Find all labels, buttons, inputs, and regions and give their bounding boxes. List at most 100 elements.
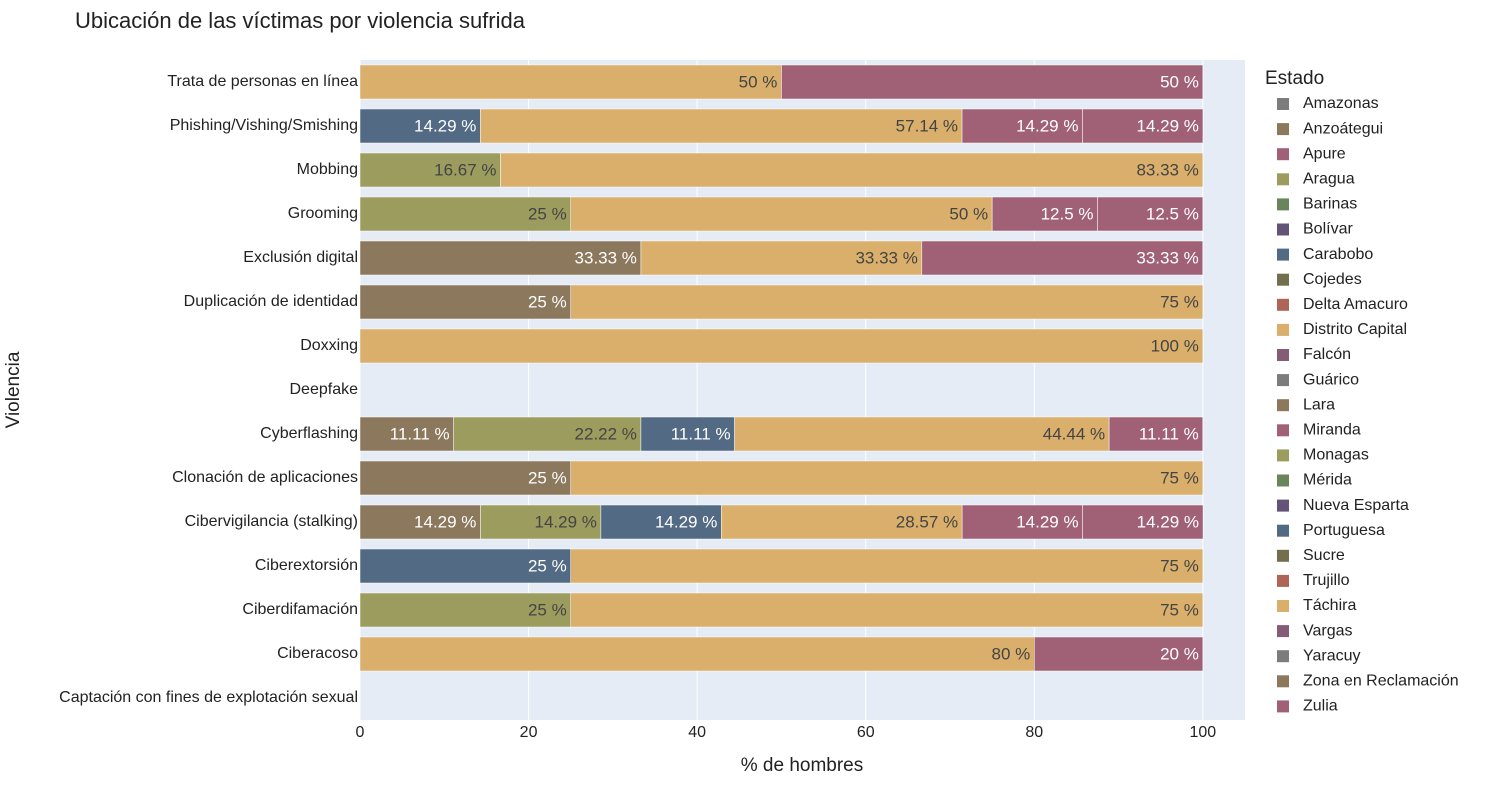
legend-swatch — [1277, 123, 1289, 136]
bar-segment — [570, 284, 1204, 320]
legend-label: Delta Amacuro — [1303, 296, 1408, 313]
legend-label: Zulia — [1303, 698, 1338, 715]
legend-label: Nueva Esparta — [1303, 497, 1409, 514]
legend-label: Monagas — [1303, 447, 1369, 464]
y-tick-label: Cibervigilancia (stalking) — [185, 513, 358, 530]
legend-swatch — [1277, 349, 1289, 361]
legend-label: Lara — [1303, 396, 1335, 413]
legend-label: Sucre — [1303, 547, 1345, 564]
bar-segment — [453, 416, 642, 452]
x-tick-label: 60 — [857, 724, 875, 741]
data-label: 44.44 % — [1043, 424, 1105, 443]
data-label: 50 % — [739, 72, 778, 91]
bar-segment — [570, 548, 1204, 584]
y-tick-label: Ciberdifamación — [242, 601, 358, 618]
bar-segment — [961, 504, 1083, 540]
data-label: 50 % — [1160, 72, 1199, 91]
legend-label: Táchira — [1303, 597, 1356, 614]
bar-segment — [359, 636, 1035, 672]
legend-swatch — [1277, 399, 1289, 412]
bar-segment — [359, 284, 571, 320]
legend-swatch — [1277, 675, 1289, 688]
bar-segment — [480, 108, 963, 144]
data-label: 28.57 % — [896, 512, 958, 531]
y-tick-label: Grooming — [288, 205, 358, 222]
x-tick-label: 100 — [1190, 724, 1217, 741]
y-tick-label: Deepfake — [290, 381, 359, 398]
legend-label: Barinas — [1303, 196, 1357, 213]
bar-segment — [640, 416, 735, 452]
bar-segment — [721, 504, 963, 540]
bar-segment — [570, 592, 1204, 628]
y-tick-label: Clonación de aplicaciones — [172, 469, 358, 486]
y-tick-label: Phishing/Vishing/Smishing — [170, 117, 358, 134]
chart-title: Ubicación de las víctimas por violencia … — [75, 8, 526, 33]
legend-swatch — [1277, 374, 1289, 387]
data-label: 25 % — [528, 468, 567, 487]
data-label: 25 % — [528, 556, 567, 575]
legend-swatch — [1277, 625, 1289, 638]
bar-segment — [991, 196, 1098, 232]
bar-segment — [1108, 416, 1204, 452]
legend-swatch — [1277, 574, 1289, 587]
bar-segment — [359, 64, 782, 100]
legend-title: Estado — [1265, 68, 1324, 89]
x-tick-label: 80 — [1025, 724, 1043, 741]
legend-label: Aragua — [1303, 171, 1355, 188]
legend-swatch — [1277, 248, 1289, 261]
legend-swatch — [1277, 424, 1289, 437]
data-label: 12.5 % — [1146, 204, 1199, 223]
legend-label: Mérida — [1303, 472, 1352, 489]
bar-segment — [570, 460, 1204, 496]
legend-swatch — [1277, 98, 1289, 110]
legend-label: Vargas — [1303, 622, 1353, 639]
legend-swatch — [1277, 700, 1289, 713]
legend-label: Apure — [1303, 145, 1346, 162]
bar-segment — [359, 548, 571, 584]
legend-swatch — [1277, 600, 1289, 612]
y-axis-title: Violencia — [3, 351, 24, 428]
legend-swatch — [1277, 524, 1289, 537]
data-label: 75 % — [1160, 556, 1199, 575]
legend-label: Carabobo — [1303, 246, 1373, 263]
x-tick-label: 0 — [356, 724, 365, 741]
data-label: 75 % — [1160, 292, 1199, 311]
data-label: 14.29 % — [414, 512, 476, 531]
legend-swatch — [1277, 549, 1289, 562]
legend-swatch — [1277, 449, 1289, 462]
data-label: 33.33 % — [855, 248, 917, 267]
data-label: 11.11 % — [1139, 424, 1199, 443]
y-tick-label: Ciberacoso — [277, 645, 358, 662]
legend-swatch — [1277, 323, 1289, 336]
legend-swatch — [1277, 273, 1289, 286]
bar-segment — [359, 592, 571, 628]
bar-segment — [1082, 504, 1204, 540]
bar-segment — [921, 240, 1204, 276]
bar-segment — [781, 64, 1204, 100]
data-label: 12.5 % — [1041, 204, 1094, 223]
legend-swatch — [1277, 499, 1289, 512]
data-label: 22.22 % — [575, 424, 637, 443]
y-tick-label: Cyberflashing — [260, 425, 358, 442]
legend-swatch — [1277, 298, 1289, 311]
data-label: 100 % — [1151, 336, 1199, 355]
legend-swatch — [1277, 198, 1289, 211]
bar-segment — [359, 504, 481, 540]
x-axis-title: % de hombres — [741, 755, 864, 776]
data-label: 75 % — [1160, 468, 1199, 487]
y-tick-label: Duplicación de identidad — [184, 293, 358, 310]
y-tick-label: Captación con fines de explotación sexua… — [59, 689, 358, 706]
x-tick-label: 20 — [520, 724, 538, 741]
legend-label: Anzoátegui — [1303, 120, 1383, 137]
data-label: 83.33 % — [1136, 160, 1198, 179]
data-label: 75 % — [1160, 600, 1199, 619]
y-tick-label: Exclusión digital — [243, 249, 358, 266]
y-tick-label: Ciberextorsión — [255, 557, 358, 574]
bar-segment — [359, 152, 501, 188]
data-label: 14.29 % — [655, 512, 717, 531]
data-label: 33.33 % — [575, 248, 637, 267]
legend-label: Yaracuy — [1303, 647, 1361, 664]
data-label: 14.29 % — [534, 512, 596, 531]
y-tick-label: Doxxing — [300, 337, 358, 354]
